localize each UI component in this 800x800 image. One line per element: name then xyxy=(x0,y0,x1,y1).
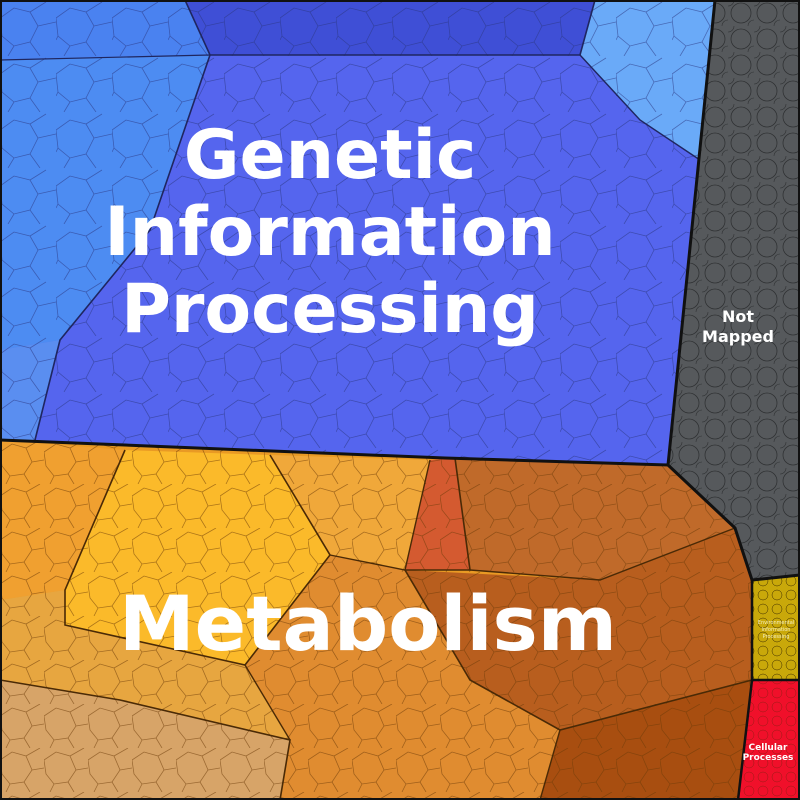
svg-text:Processes: Processes xyxy=(743,753,794,763)
label-metabolism: Metabolism xyxy=(119,579,617,668)
svg-text:Cellular: Cellular xyxy=(749,743,788,753)
svg-text:Not: Not xyxy=(722,307,754,326)
svg-text:Processing: Processing xyxy=(121,270,539,349)
svg-text:Environmental: Environmental xyxy=(758,620,794,626)
label-environmental: Environmental Information Processing xyxy=(758,620,794,640)
label-not-mapped: Not Mapped xyxy=(702,307,774,346)
region-genetic[interactable] xyxy=(0,0,715,465)
svg-text:Mapped: Mapped xyxy=(702,327,774,346)
region-environmental[interactable] xyxy=(752,575,800,680)
region-cellular[interactable] xyxy=(738,680,800,800)
svg-text:Genetic: Genetic xyxy=(184,116,477,195)
label-genetic: Genetic Information Processing xyxy=(104,116,555,349)
svg-text:Information: Information xyxy=(104,193,555,272)
svg-text:Metabolism: Metabolism xyxy=(119,579,617,668)
region-metabolism[interactable] xyxy=(0,440,753,800)
label-cellular: Cellular Processes xyxy=(743,743,794,763)
svg-text:Processing: Processing xyxy=(763,634,790,640)
svg-text:Information: Information xyxy=(762,627,791,633)
